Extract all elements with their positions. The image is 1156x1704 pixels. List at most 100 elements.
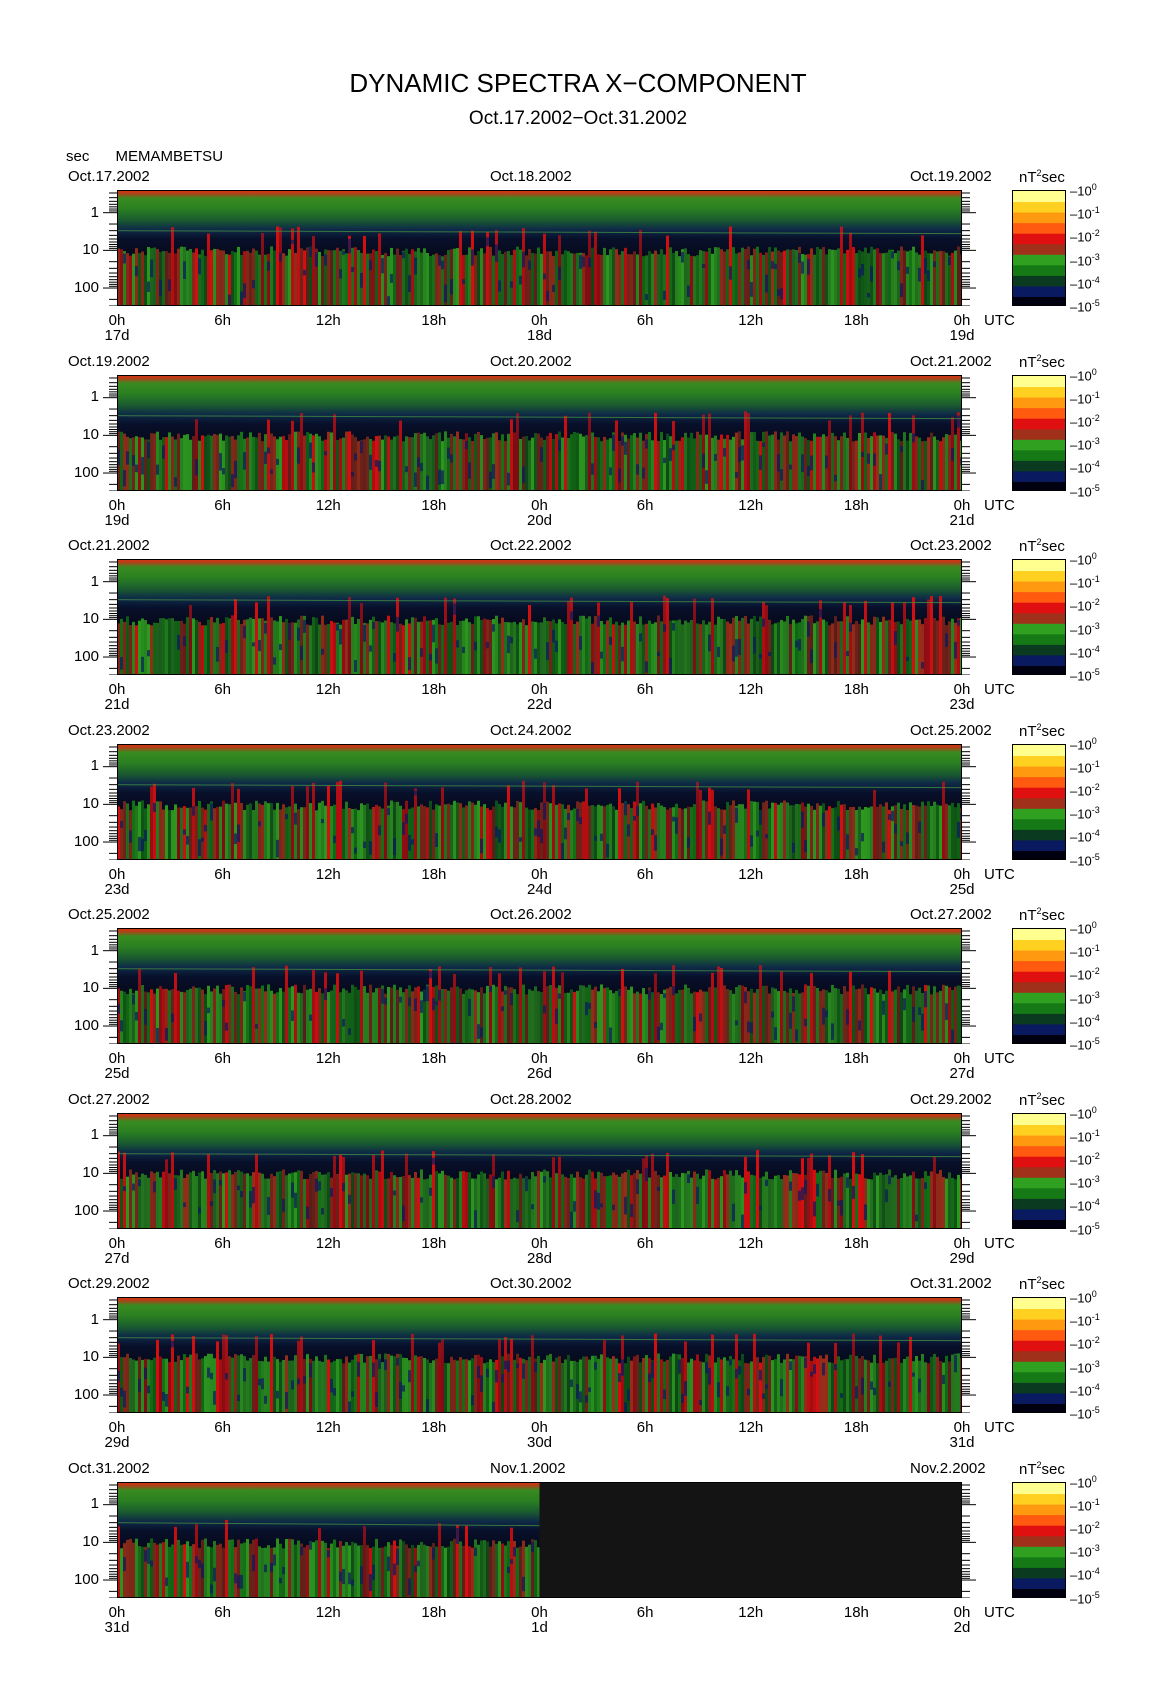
x-tick-label: 0h [953, 1603, 971, 1621]
x-tick-label: 6h [636, 1603, 654, 1621]
colorbar-swatch [1013, 1340, 1065, 1352]
y-tick-label: 10 [82, 979, 99, 997]
spectrogram [117, 1112, 962, 1229]
spectrogram [117, 1481, 962, 1598]
y-tick-label: 1 [90, 1310, 99, 1328]
colorbar-label-exp: 0 [1091, 920, 1097, 930]
colorbar-label: –100 [1070, 736, 1097, 752]
x-tick-label: 12h [738, 1419, 764, 1436]
colorbar-label: –100 [1070, 920, 1097, 936]
x-tick-label: 0h [531, 312, 548, 329]
x-tick-label: 18h [421, 1234, 447, 1252]
colorbar [1012, 1297, 1066, 1413]
panel-date-left: Oct.25.2002 [68, 906, 150, 923]
colorbar-unit-suffix: sec [1041, 907, 1065, 924]
colorbar-swatch [1013, 1013, 1065, 1025]
panel-date-right: Oct.27.2002 [910, 906, 992, 923]
x-tick-label: 12h [315, 496, 341, 514]
y-minor-ticks-left [103, 1114, 117, 1229]
spectrum-activity [117, 410, 962, 491]
colorbar-label-exp: -4 [1091, 1012, 1100, 1023]
spectrum-activity [117, 965, 962, 1044]
colorbar-label-exp: -1 [1091, 574, 1100, 585]
day-label-mid: 28d [526, 1249, 553, 1267]
colorbar-swatch [1013, 828, 1065, 840]
colorbar-label-exp: -5 [1091, 1036, 1100, 1046]
y-minor-ticks-left [103, 561, 117, 675]
panel-date-left: Oct.23.2002 [68, 721, 150, 739]
colorbar-label: –10-1 [1070, 1312, 1100, 1328]
colorbar-unit-exp: 2 [1036, 906, 1042, 916]
colorbar-label-base: –10 [1070, 1198, 1092, 1214]
colorbar-swatch [1013, 375, 1065, 387]
colorbar-swatch [1013, 1514, 1065, 1526]
y-tick-label: 100 [73, 1017, 99, 1035]
colorbar-label-exp: -3 [1091, 620, 1100, 631]
x-tick-label: 6h [636, 1234, 654, 1252]
colorbar-swatch [1013, 1176, 1065, 1188]
colorbar-label-exp: -2 [1091, 412, 1100, 423]
day-label-right: 31d [949, 1434, 975, 1451]
colorbar-label-exp: -2 [1091, 1519, 1100, 1530]
x-tick-label: 0h [108, 312, 126, 329]
x-tick-label: 18h [421, 496, 447, 514]
day-label-left: 31d [104, 1618, 130, 1636]
day-label-left: 21d [104, 696, 130, 713]
y-tick-label: 100 [73, 279, 99, 297]
colorbar-unit-exp: 2 [1036, 1275, 1042, 1285]
colorbar-label-exp: 0 [1091, 551, 1097, 561]
colorbar-label-exp: -1 [1091, 1312, 1100, 1323]
colorbar [1012, 1481, 1066, 1598]
x-tick-label: 0h [953, 496, 971, 514]
colorbar-label-exp: -3 [1091, 989, 1100, 1000]
colorbar-unit: nT2sec [1019, 537, 1065, 555]
panel-date-left: Oct.31.2002 [68, 1459, 150, 1477]
x-axis-unit: UTC [984, 496, 1015, 514]
x-tick-label: 18h [843, 1603, 869, 1621]
colorbar-unit-exp: 2 [1036, 537, 1042, 547]
y-tick-label: 1 [90, 757, 99, 775]
colorbar-swatch [1013, 296, 1065, 305]
y-tick-label: 100 [73, 1386, 99, 1404]
x-tick-label: 12h [738, 1050, 764, 1067]
colorbar-swatch [1013, 254, 1065, 266]
y-minor-ticks-right [962, 930, 976, 1044]
x-tick-label: 0h [531, 1419, 548, 1436]
day-label-right: 21d [949, 511, 975, 529]
colorbar-unit-base: nT [1019, 907, 1037, 924]
colorbar-label-exp: -2 [1091, 1150, 1100, 1161]
colorbar-label: –100 [1070, 1289, 1097, 1305]
colorbar-unit-suffix: sec [1041, 169, 1065, 186]
spectrum-line [117, 1521, 540, 1526]
colorbar-label-base: –10 [1070, 552, 1092, 568]
colorbar-label: –10-2 [1070, 1520, 1100, 1536]
colorbar-unit-base: nT [1019, 169, 1037, 186]
x-tick-label: 12h [315, 1050, 341, 1067]
x-tick-label: 6h [214, 1603, 231, 1621]
x-tick-label: 12h [738, 312, 764, 329]
panel-date-mid: Oct.26.2002 [490, 906, 572, 923]
colorbar-swatch [1013, 1155, 1065, 1167]
colorbar-unit-base: nT [1019, 538, 1037, 555]
colorbar-label-base: –10 [1070, 990, 1092, 1006]
station-name: MEMAMBETSU [115, 148, 224, 165]
day-label-right: 2d [953, 1618, 971, 1636]
colorbar-label-base: –10 [1070, 921, 1092, 937]
colorbar-label-base: –10 [1070, 736, 1092, 752]
plot-frame [117, 190, 962, 306]
colorbar-label-base: –10 [1070, 460, 1092, 476]
day-label-left: 25d [104, 1065, 130, 1082]
colorbar-label-base: –10 [1070, 252, 1092, 268]
colorbar-label-exp: -4 [1091, 643, 1100, 654]
x-tick-label: 6h [214, 1419, 231, 1436]
spectrogram [117, 190, 962, 306]
x-tick-label: 6h [636, 681, 654, 698]
panel-date-right: Oct.23.2002 [910, 537, 992, 554]
colorbar-swatch [1013, 1329, 1065, 1341]
colorbar-unit-suffix: sec [1041, 1091, 1065, 1109]
colorbar-label-exp: -3 [1091, 251, 1100, 262]
colorbar-swatch [1013, 191, 1065, 203]
colorbar-unit: nT2sec [1019, 906, 1065, 924]
colorbar-unit: nT2sec [1019, 168, 1065, 186]
x-axis-unit: UTC [984, 1419, 1015, 1436]
